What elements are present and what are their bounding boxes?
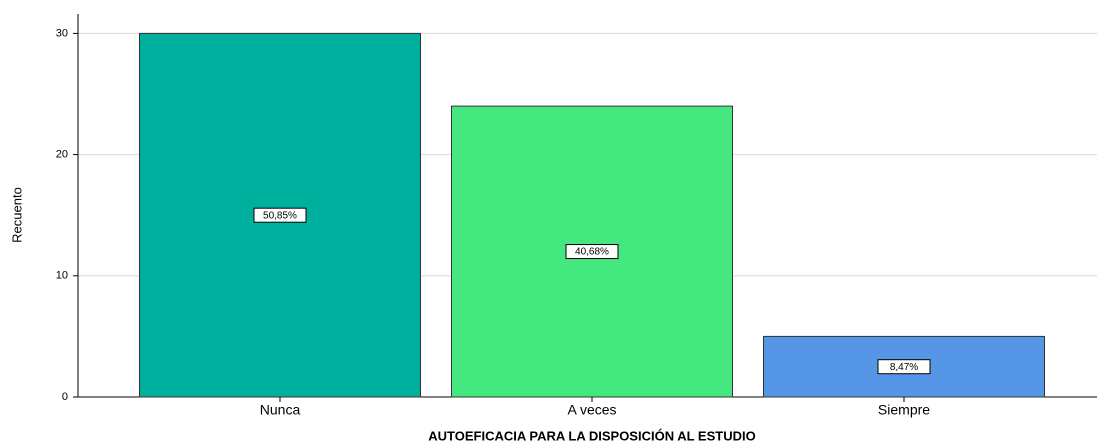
y-tick-label: 0 [62, 391, 68, 403]
x-tick-label: Nunca [260, 402, 301, 418]
data-label: 8,47% [890, 362, 918, 373]
data-label: 50,85% [263, 210, 297, 221]
data-label: 40,68% [575, 247, 609, 258]
x-tick-label: Siempre [878, 402, 930, 418]
y-tick-label: 10 [56, 270, 68, 282]
x-axis-label: AUTOEFICACIA PARA LA DISPOSICIÓN AL ESTU… [428, 428, 755, 443]
y-axis-label: Recuento [9, 187, 24, 243]
data-label-box [565, 244, 619, 260]
data-label-box [253, 207, 307, 223]
x-tick-label: A veces [567, 402, 616, 418]
y-tick-label: 30 [56, 27, 68, 39]
y-tick-label: 20 [56, 149, 68, 161]
data-label-box [877, 359, 931, 375]
